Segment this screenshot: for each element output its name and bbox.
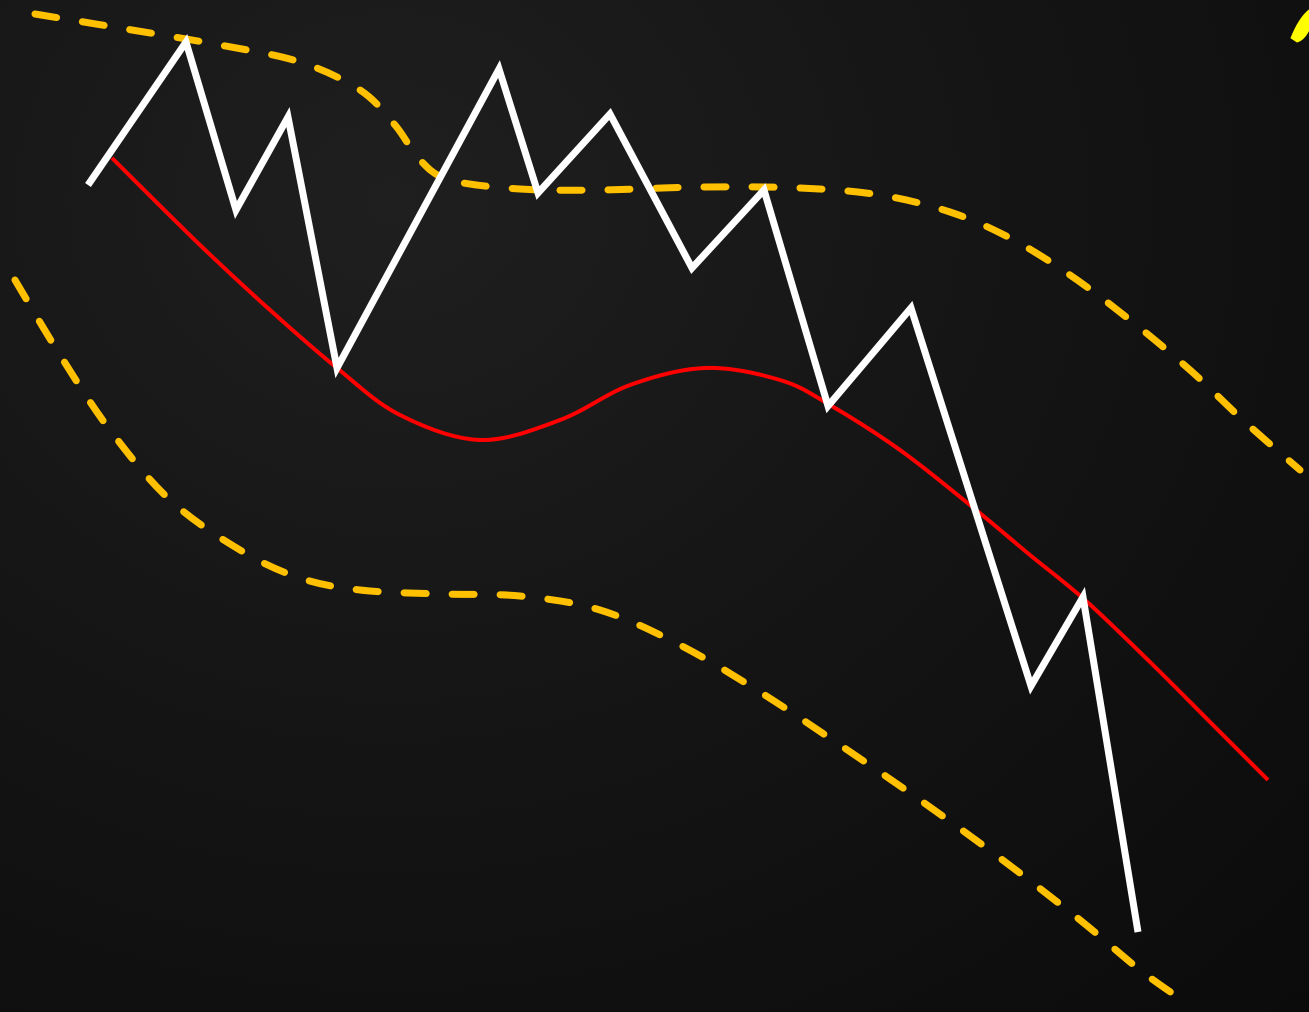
corner-logo-fragment-icon	[1290, 9, 1309, 43]
upper-band-line	[31, 10, 1304, 474]
price-line	[85, 33, 1142, 933]
moving-average-line	[110, 156, 1270, 782]
series-layer	[11, 10, 1304, 1006]
lower-band-line	[11, 276, 1189, 1006]
